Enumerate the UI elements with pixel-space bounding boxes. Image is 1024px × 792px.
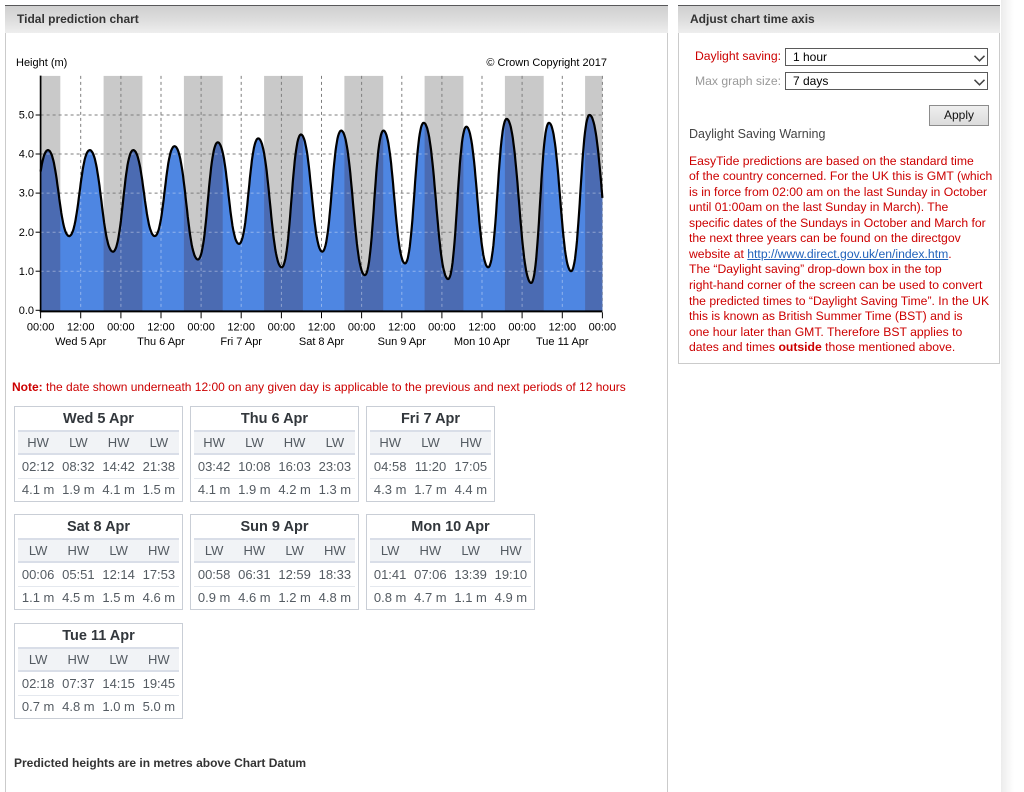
svg-text:4.0: 4.0	[19, 149, 34, 161]
svg-text:12:00: 12:00	[549, 322, 577, 334]
svg-text:Tue 11 Apr: Tue 11 Apr	[536, 336, 589, 348]
svg-text:00:00: 00:00	[268, 322, 296, 334]
svg-text:Sun 9 Apr: Sun 9 Apr	[378, 336, 427, 348]
svg-text:3.0: 3.0	[19, 188, 34, 200]
svg-text:0.0: 0.0	[19, 305, 34, 317]
svg-text:Mon 10 Apr: Mon 10 Apr	[454, 336, 511, 348]
svg-text:2.0: 2.0	[19, 227, 34, 239]
svg-text:00:00: 00:00	[107, 322, 135, 334]
svg-text:00:00: 00:00	[187, 322, 215, 334]
svg-text:00:00: 00:00	[348, 322, 376, 334]
svg-text:12:00: 12:00	[67, 322, 95, 334]
svg-text:12:00: 12:00	[388, 322, 416, 334]
svg-text:00:00: 00:00	[27, 322, 55, 334]
svg-text:00:00: 00:00	[428, 322, 456, 334]
svg-text:Height (m): Height (m)	[16, 57, 67, 69]
svg-text:Sat 8 Apr: Sat 8 Apr	[299, 336, 345, 348]
svg-text:12:00: 12:00	[308, 322, 336, 334]
svg-text:1.0: 1.0	[19, 266, 34, 278]
svg-text:Fri 7 Apr: Fri 7 Apr	[220, 336, 262, 348]
svg-text:00:00: 00:00	[508, 322, 536, 334]
svg-text:5.0: 5.0	[19, 110, 34, 122]
svg-text:12:00: 12:00	[227, 322, 255, 334]
svg-text:12:00: 12:00	[147, 322, 175, 334]
svg-text:00:00: 00:00	[589, 322, 617, 334]
svg-text:12:00: 12:00	[468, 322, 496, 334]
svg-text:© Crown Copyright 2017: © Crown Copyright 2017	[486, 57, 607, 69]
svg-text:Wed 5 Apr: Wed 5 Apr	[55, 336, 106, 348]
svg-text:Thu 6 Apr: Thu 6 Apr	[137, 336, 185, 348]
